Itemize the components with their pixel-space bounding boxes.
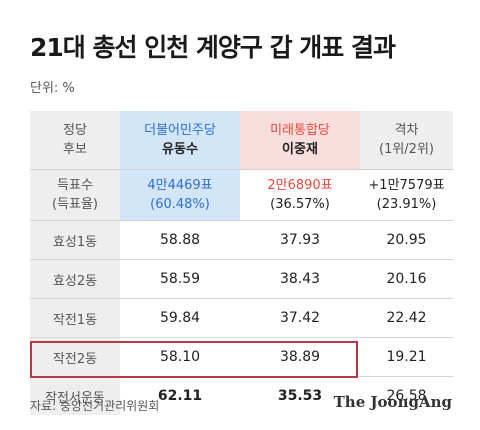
row-label: 효성2동 — [30, 259, 120, 299]
results-table: 정당 후보 더불어민주당 유동수 미래통합당 이중재 격차 (1위/2위) 득표… — [30, 111, 453, 415]
votes-label: 득표수 (득표율) — [30, 169, 120, 221]
row-gap: 26.58 — [386, 388, 427, 404]
row-gap: 20.16 — [360, 259, 453, 299]
row-united-future: 37.93 — [240, 220, 360, 260]
table-row: 작전서운동 62.11 35.53 26.58 — [30, 376, 453, 415]
results-table-wrap: 정당 후보 더불어민주당 유동수 미래통합당 이중재 격차 (1위/2위) 득표… — [30, 111, 453, 415]
row-label: 작전2동 — [30, 337, 120, 377]
source-note: 자료: 중앙선거관리위원회 — [30, 399, 160, 413]
header-row: 정당 후보 더불어민주당 유동수 미래통합당 이중재 격차 (1위/2위) — [30, 111, 453, 170]
candidate-united-future: 이중재 — [282, 142, 318, 157]
candidate-democratic: 유동수 — [162, 142, 198, 157]
row-label: 작전1동 — [30, 298, 120, 338]
party-united-future: 미래통합당 — [270, 123, 330, 138]
row-democratic: 58.88 — [120, 220, 240, 260]
row-united-future: 38.43 — [240, 259, 360, 299]
row-gap: 22.42 — [360, 298, 453, 338]
votes-united-future: 2만6890표 (36.57%) — [240, 169, 360, 221]
row-label: 효성1동 — [30, 220, 120, 260]
unit-label: 단위: % — [30, 81, 75, 96]
table-row: 작전2동 58.10 38.89 19.21 — [30, 337, 453, 377]
votes-row: 득표수 (득표율) 4만4469표 (60.48%) 2만6890표 (36.5… — [30, 169, 453, 221]
party-democratic: 더불어민주당 — [144, 123, 216, 138]
row-gap: 20.95 — [360, 220, 453, 260]
header-united-future: 미래통합당 이중재 — [240, 111, 360, 170]
header-democratic: 더불어민주당 유동수 — [120, 111, 240, 170]
row-label: 작전서운동 — [30, 376, 120, 415]
votes-gap: +1만7579표 (23.91%) — [360, 169, 453, 221]
header-party-label: 정당 후보 — [30, 111, 120, 170]
row-gap: 19.21 — [360, 337, 453, 377]
row-democratic: 59.84 — [120, 298, 240, 338]
row-democratic: 58.59 — [120, 259, 240, 299]
votes-democratic: 4만4469표 (60.48%) — [120, 169, 240, 221]
row-united-future: 38.89 — [240, 337, 360, 377]
row-united-future: 37.42 — [240, 298, 360, 338]
joongang-logo: The JoongAng — [333, 393, 452, 411]
row-united-future: 35.53 — [277, 388, 323, 404]
table-row: 효성1동 58.88 37.93 20.95 — [30, 220, 453, 260]
page-title: 21대 총선 인천 계양구 갑 개표 결과 — [30, 33, 396, 62]
table-row: 작전1동 59.84 37.42 22.42 — [30, 298, 453, 338]
table-row: 효성2동 58.59 38.43 20.16 — [30, 259, 453, 299]
row-democratic: 62.11 — [157, 388, 203, 404]
row-democratic: 58.10 — [120, 337, 240, 377]
header-gap: 격차 (1위/2위) — [360, 111, 453, 170]
